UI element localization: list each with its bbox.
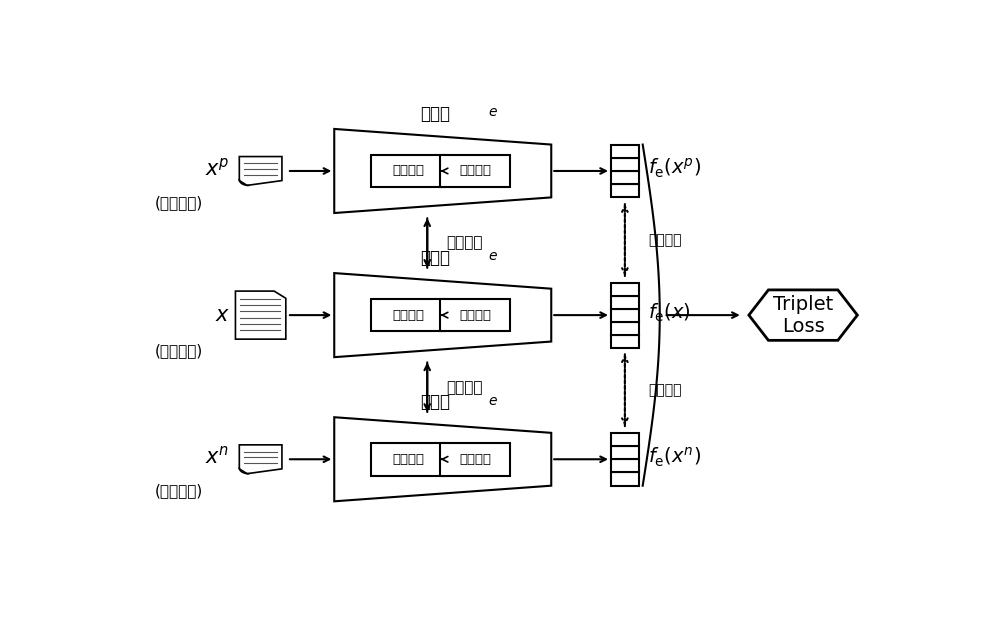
Bar (611, 145, 639, 158)
Text: 词嵌入层: 词嵌入层 (392, 165, 424, 177)
Bar (611, 446, 639, 459)
Text: 词嵌入层: 词嵌入层 (392, 453, 424, 466)
FancyBboxPatch shape (440, 299, 510, 331)
FancyBboxPatch shape (440, 155, 510, 187)
Text: 编码器: 编码器 (420, 105, 450, 123)
Text: $e$: $e$ (488, 394, 498, 407)
Bar (611, 321, 639, 334)
Bar (611, 309, 639, 321)
Bar (611, 433, 639, 446)
Bar (611, 334, 639, 348)
FancyBboxPatch shape (440, 443, 510, 475)
Bar (611, 472, 639, 485)
Text: 越远越好: 越远越好 (648, 383, 682, 397)
Bar (611, 171, 639, 184)
Text: 编码器: 编码器 (420, 394, 450, 411)
Text: (一个句子): (一个句子) (155, 195, 203, 210)
Text: 共享权重: 共享权重 (447, 379, 483, 395)
Text: 神经网络: 神经网络 (459, 309, 491, 321)
Text: Triplet
Loss: Triplet Loss (773, 295, 833, 336)
Bar (611, 283, 639, 296)
Text: $f_\mathrm{e}(x^n)$: $f_\mathrm{e}(x^n)$ (648, 445, 701, 469)
Text: 词嵌入层: 词嵌入层 (392, 309, 424, 321)
Text: $f_\mathrm{e}(x)$: $f_\mathrm{e}(x)$ (648, 301, 691, 324)
Text: $x^p$: $x^p$ (205, 158, 230, 180)
Bar (611, 459, 639, 472)
Text: (事实描述): (事实描述) (155, 344, 203, 359)
Bar (611, 184, 639, 197)
Text: (一个句子): (一个句子) (155, 483, 203, 498)
Text: 神经网络: 神经网络 (459, 453, 491, 466)
Text: 神经网络: 神经网络 (459, 165, 491, 177)
FancyBboxPatch shape (371, 299, 445, 331)
Bar (611, 158, 639, 171)
Text: 编码器: 编码器 (420, 250, 450, 267)
Text: $x^n$: $x^n$ (205, 446, 230, 468)
Text: $e$: $e$ (488, 250, 498, 263)
FancyBboxPatch shape (371, 155, 445, 187)
Bar (611, 296, 639, 309)
Text: 共享权重: 共享权重 (447, 235, 483, 251)
Text: $e$: $e$ (488, 105, 498, 119)
Text: 越近越好: 越近越好 (648, 233, 682, 247)
Text: $f_\mathrm{e}(x^p)$: $f_\mathrm{e}(x^p)$ (648, 157, 701, 180)
Text: $x$: $x$ (215, 305, 230, 325)
FancyBboxPatch shape (371, 443, 445, 475)
